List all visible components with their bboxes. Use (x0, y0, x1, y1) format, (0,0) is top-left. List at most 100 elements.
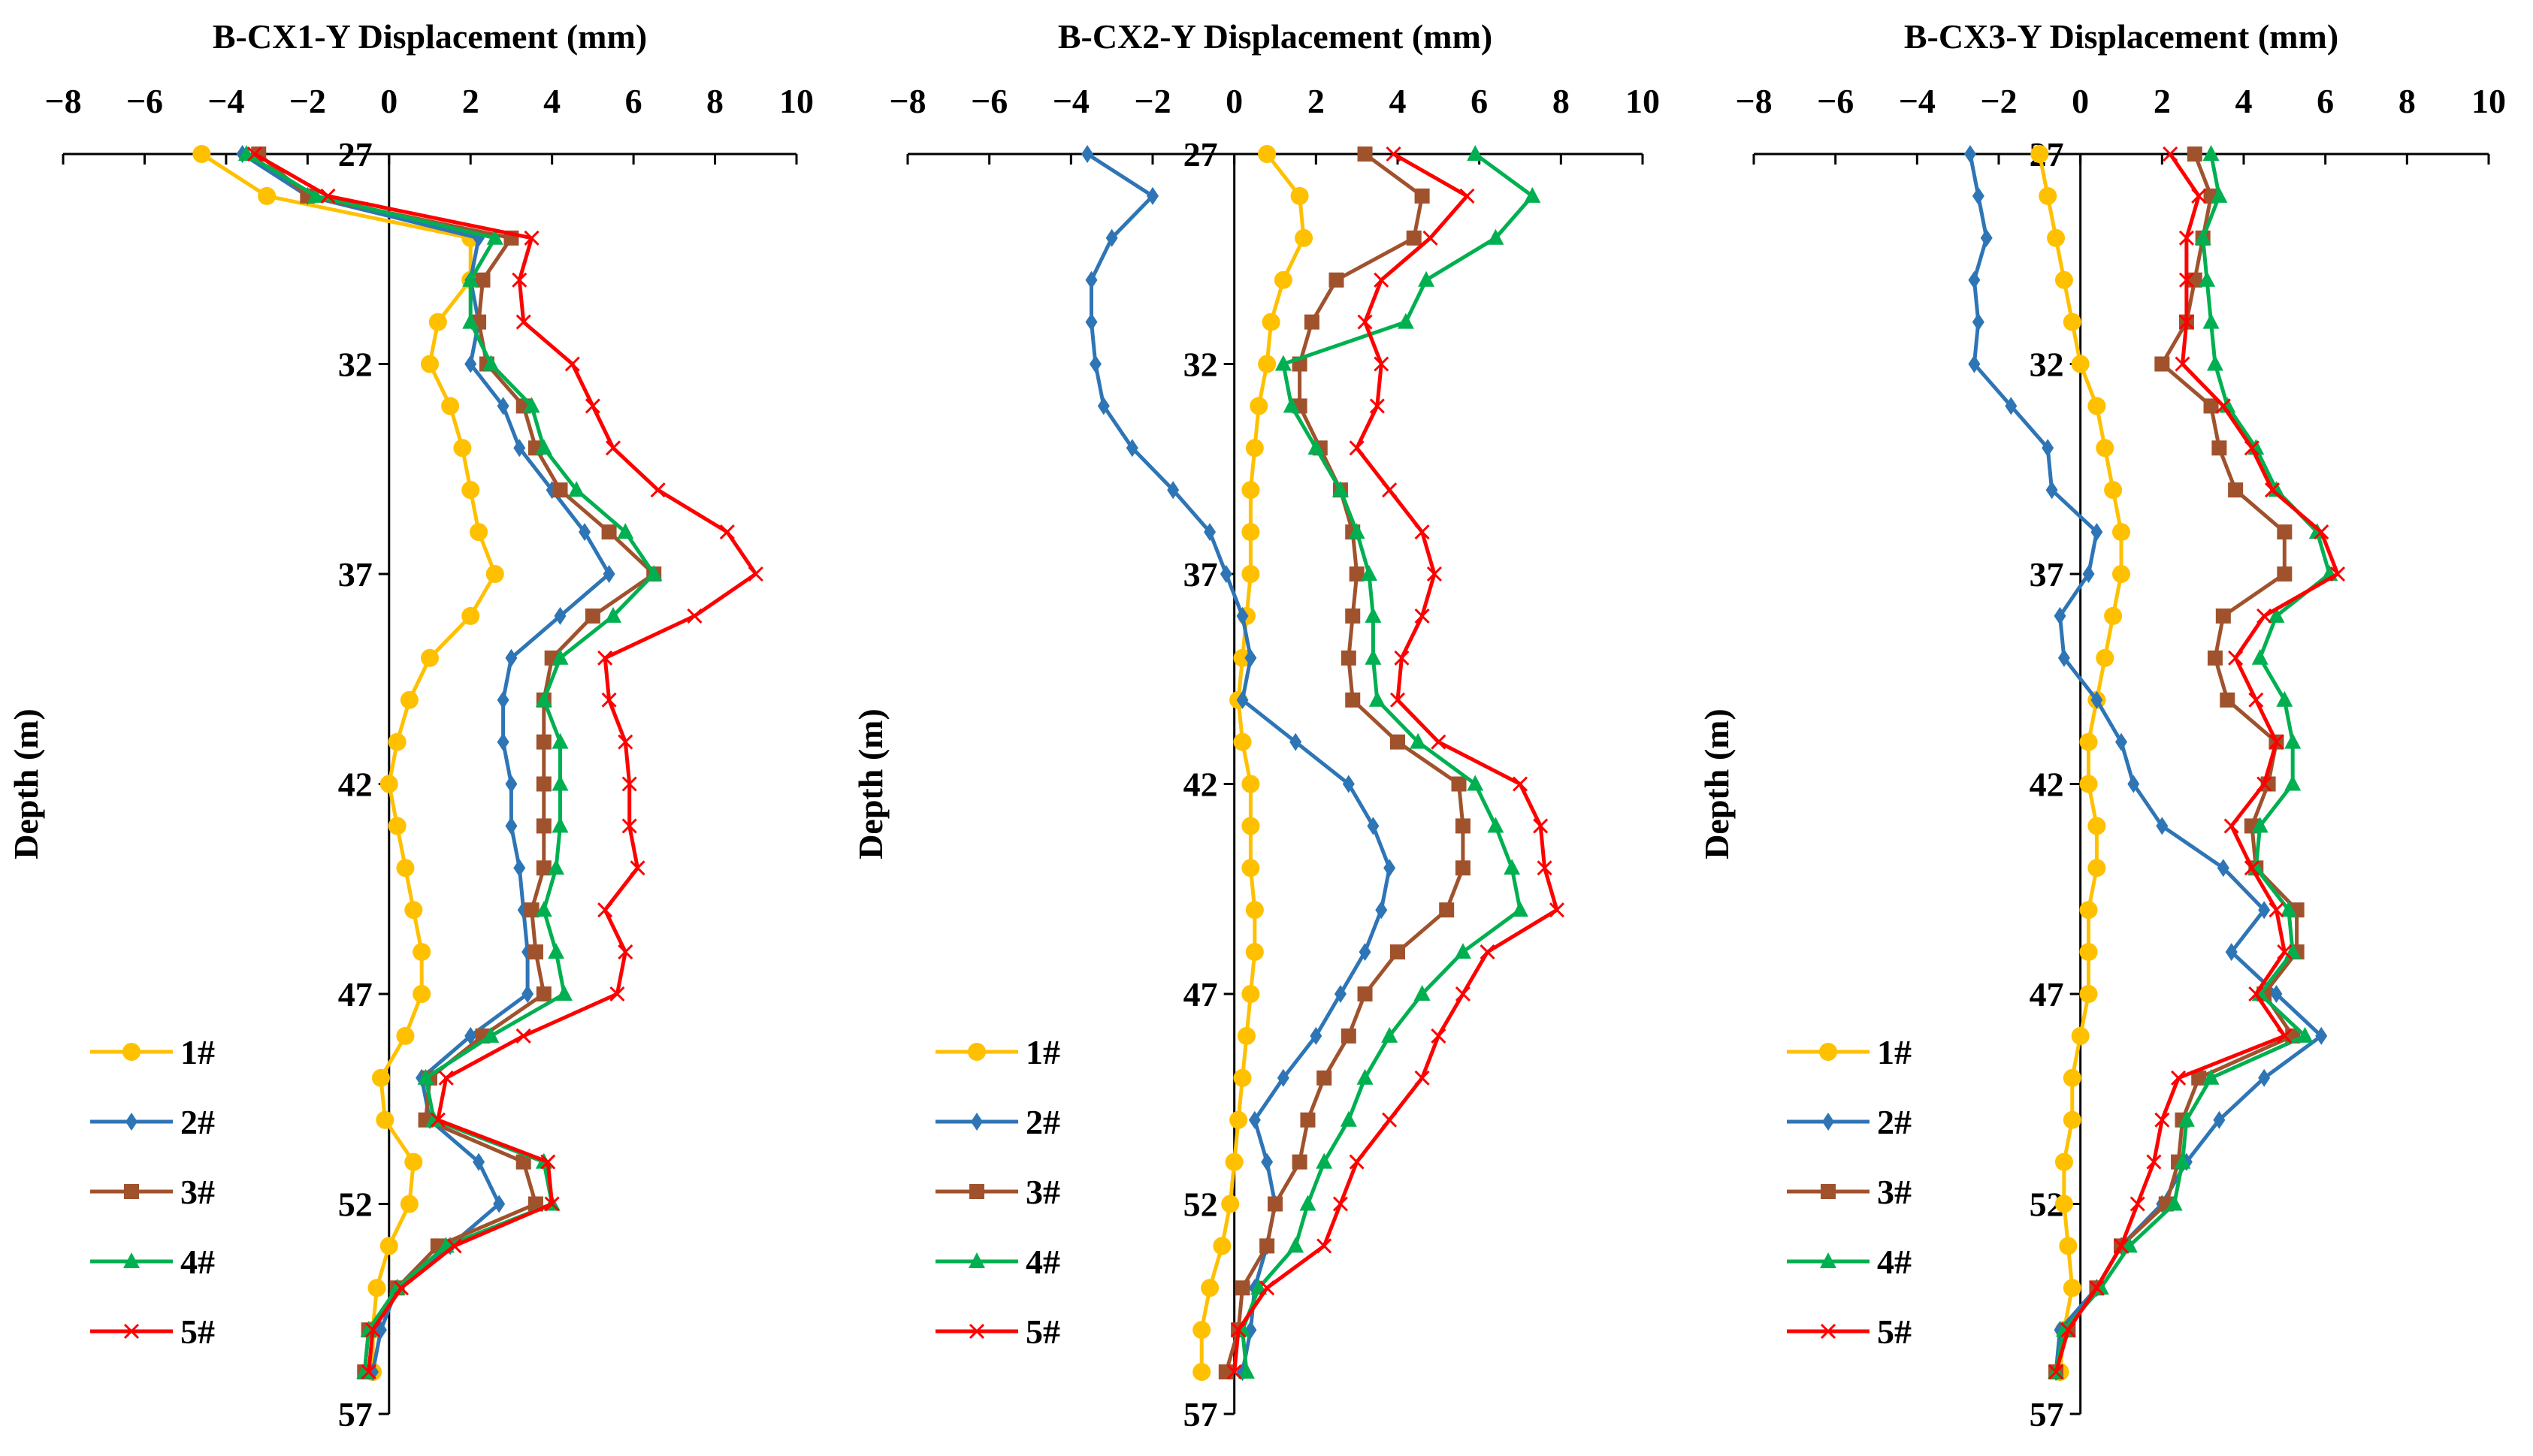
marker-circle-20 (1241, 985, 1260, 1003)
marker-diamond-16 (2156, 817, 2169, 835)
marker-circle-21 (396, 1026, 415, 1045)
marker-diamond-22 (2258, 1068, 2271, 1087)
legend-item-2: 2# (1787, 1103, 1912, 1141)
x-tick-label: 6 (625, 82, 642, 120)
marker-circle-7 (1245, 439, 1264, 458)
y-tick-label: 37 (2030, 555, 2064, 594)
marker-x-16 (1533, 818, 1549, 834)
marker-diamond-17 (2217, 859, 2229, 878)
chart-title: B-CX3-Y Displacement (mm) (1904, 17, 2338, 56)
marker-circle-10 (485, 565, 504, 583)
marker-circle-11 (461, 606, 480, 625)
marker-circle-0 (2030, 145, 2049, 163)
y-axis-title: Depth (m) (851, 708, 890, 859)
marker-triangle-17 (548, 859, 565, 875)
marker-square-20 (1357, 986, 1373, 1001)
marker-circle-18 (2079, 901, 2098, 920)
marker-x-4 (1357, 314, 1373, 330)
chart-title: B-CX1-Y Displacement (mm) (213, 17, 647, 56)
marker-diamond-1 (1972, 186, 1984, 205)
marker-circle-legend (1819, 1043, 1837, 1061)
marker-triangle-22 (2202, 1068, 2220, 1085)
marker-circle-19 (413, 943, 431, 962)
legend-label: 1# (180, 1033, 215, 1071)
marker-triangle-3 (462, 270, 479, 287)
marker-square-12 (2207, 650, 2223, 666)
marker-x-28 (2060, 1322, 2076, 1338)
x-tick-label: −2 (1980, 82, 2017, 120)
marker-circle-21 (1237, 1026, 1256, 1045)
x-tick-label: 10 (779, 82, 814, 120)
legend-item-4: 4# (936, 1243, 1060, 1281)
marker-diamond-12 (505, 648, 518, 667)
marker-x-6 (2215, 398, 2231, 414)
marker-square-26 (1259, 1238, 1275, 1254)
marker-x-21 (2277, 1028, 2293, 1044)
x-tick-label: 2 (2154, 82, 2171, 120)
marker-triangle-6 (523, 397, 540, 413)
marker-triangle-0 (1467, 145, 1484, 161)
marker-x-24 (2146, 1154, 2162, 1170)
marker-x-8 (2264, 482, 2281, 498)
marker-x-19 (618, 944, 633, 960)
legend-label: 4# (1026, 1243, 1060, 1281)
marker-circle-legend (968, 1043, 986, 1061)
series-2 (236, 145, 615, 1382)
marker-circle-26 (2059, 1237, 2078, 1255)
legend-label: 3# (1026, 1173, 1060, 1211)
x-tick-label: 0 (380, 82, 397, 120)
legend-item-5: 5# (90, 1313, 215, 1351)
marker-circle-25 (2054, 1195, 2073, 1213)
series-line (1086, 152, 1392, 1373)
marker-triangle-19 (1454, 943, 1471, 959)
marker-diamond-7 (513, 439, 526, 458)
marker-diamond-24 (1261, 1152, 1274, 1171)
marker-x-5 (564, 356, 580, 372)
y-tick-label: 37 (1183, 555, 1218, 594)
legend-label: 2# (1877, 1103, 1912, 1141)
marker-circle-24 (1225, 1152, 1244, 1171)
marker-diamond-6 (2005, 397, 2018, 415)
marker-circle-6 (2087, 397, 2106, 415)
marker-square-16 (536, 818, 552, 834)
marker-circle-27 (1201, 1279, 1220, 1297)
marker-circle-19 (2079, 943, 2098, 962)
legend-label: 4# (180, 1243, 215, 1281)
marker-triangle-24 (1316, 1152, 1333, 1169)
legend-label: 1# (1026, 1033, 1060, 1071)
x-tick-label: 10 (1625, 82, 1660, 120)
y-tick-label: 27 (1183, 135, 1218, 174)
marker-square-8 (2228, 482, 2244, 498)
marker-x-4 (515, 314, 531, 330)
marker-triangle-16 (552, 817, 569, 833)
marker-triangle-26 (1287, 1237, 1304, 1253)
marker-x-3 (1374, 272, 1389, 288)
marker-circle-25 (1221, 1195, 1240, 1213)
marker-diamond-11 (554, 606, 567, 625)
marker-x-13 (1389, 692, 1406, 708)
marker-diamond-15 (1342, 775, 1355, 793)
x-tick-label: 8 (706, 82, 724, 120)
chart-panel-1: B-CX1-Y Displacement (mm) −8 −6 −4 −2 0 2 4 6 8 10… (7, 17, 814, 1433)
marker-triangle-10 (645, 565, 663, 581)
marker-square-29 (1218, 1364, 1234, 1380)
marker-diamond-16 (505, 817, 518, 835)
marker-square-5 (2154, 356, 2170, 372)
marker-triangle-legend (123, 1252, 140, 1268)
y-tick-label: 32 (2030, 346, 2064, 384)
marker-circle-7 (2096, 439, 2114, 458)
y-tick-label: 47 (338, 975, 373, 1013)
legend-label: 4# (1877, 1243, 1912, 1281)
marker-circle-29 (1192, 1363, 1211, 1382)
marker-diamond-1 (1147, 186, 1159, 205)
marker-x-7 (2244, 440, 2259, 456)
x-tick-label: −4 (1053, 82, 1090, 120)
marker-circle-10 (1241, 565, 1260, 583)
marker-square-15 (536, 776, 552, 792)
marker-triangle-11 (2268, 606, 2285, 623)
marker-x-27 (1259, 1280, 1275, 1296)
marker-x-23 (1382, 1112, 1398, 1128)
marker-x-24 (1349, 1154, 1365, 1170)
x-tick-label: 2 (1307, 82, 1325, 120)
series-4 (238, 145, 663, 1379)
